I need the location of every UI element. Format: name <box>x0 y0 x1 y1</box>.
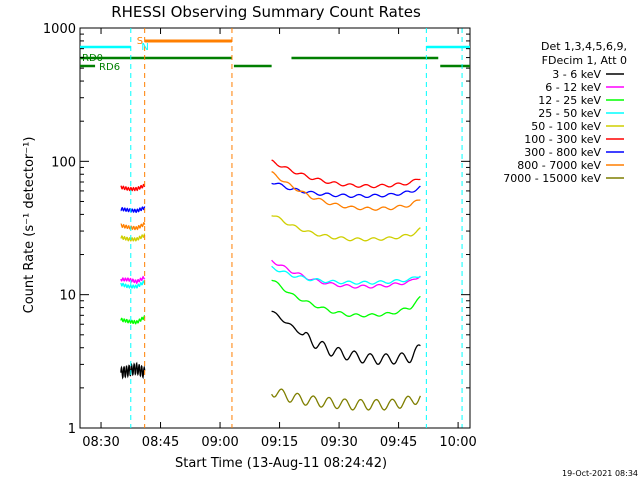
x-tick-label: 09:30 <box>320 435 357 450</box>
series-8-seg2-line <box>271 171 421 211</box>
legend-label: 300 - 800 keV <box>524 146 601 159</box>
y-tick-label: 10 <box>59 289 76 304</box>
flag-label-3: RD6 <box>99 62 120 73</box>
legend-header-line-1: Det 1,3,4,5,6,9, <box>541 40 627 53</box>
series-4-seg2-line <box>271 265 421 285</box>
series-4-seg1-line <box>120 280 145 289</box>
series-6-seg1-line <box>120 183 146 192</box>
legend-label: 25 - 50 keV <box>538 107 601 120</box>
footer-timestamp: 19-Oct-2021 08:34 <box>562 469 638 478</box>
flag-label-2: RD0 <box>82 53 103 64</box>
y-tick-label: 100 <box>51 155 76 170</box>
legend-label: 100 - 300 keV <box>524 133 601 146</box>
chart-title: RHESSI Observing Summary Count Rates <box>111 3 421 21</box>
x-tick-label: 09:00 <box>201 435 238 450</box>
series-2-seg1-line <box>120 275 146 285</box>
x-tick-label: 08:30 <box>82 435 119 450</box>
legend-label: 800 - 7000 keV <box>517 159 601 172</box>
series-7-seg1-line <box>120 206 146 214</box>
flag-label-1: N <box>141 42 148 53</box>
series-6-seg2-line <box>271 159 421 189</box>
series-1-seg2-line <box>271 310 421 365</box>
x-tick-label: 09:45 <box>380 435 417 450</box>
series-2-seg2-line <box>271 259 421 289</box>
series-9-seg2-line <box>271 388 421 411</box>
series-5-seg2-line <box>271 215 421 242</box>
series-7-seg2-line <box>271 182 421 199</box>
series-3-seg1-line <box>120 314 145 325</box>
y-tick-label: 1000 <box>43 22 76 37</box>
x-tick-label: 10:00 <box>439 435 476 450</box>
legend-label: 12 - 25 keV <box>538 94 601 107</box>
legend-label: 50 - 100 keV <box>531 120 601 133</box>
flag-label-0: S <box>137 36 143 47</box>
x-tick-label: 08:45 <box>142 435 179 450</box>
legend-label: 6 - 12 keV <box>545 81 601 94</box>
y-tick-label: 1 <box>68 422 76 437</box>
legend: Det 1,3,4,5,6,9, FDecim 1, Att 0 3 - 6 k… <box>503 40 627 185</box>
legend-label: 3 - 6 keV <box>552 68 601 81</box>
series-5-seg1-line <box>120 233 146 242</box>
x-axis-label: Start Time (13-Aug-11 08:24:42) <box>175 456 387 471</box>
x-axis-ticks: 08:30 08:45 09:00 09:15 09:30 09:45 10:00 <box>82 28 477 450</box>
legend-label: 7000 - 15000 keV <box>503 172 601 185</box>
x-tick-label: 09:15 <box>261 435 298 450</box>
legend-header-line-2: FDecim 1, Att 0 <box>542 54 627 67</box>
series-3-seg2-line <box>271 279 421 318</box>
y-axis-label: Count Rate (s⁻¹ detector⁻¹) <box>22 137 37 314</box>
series-1-seg1-line <box>120 361 146 380</box>
y-axis-ticks: 1 10 100 1000 <box>43 22 470 437</box>
series-8-seg1-line <box>120 222 146 231</box>
plot-frame <box>79 27 471 429</box>
